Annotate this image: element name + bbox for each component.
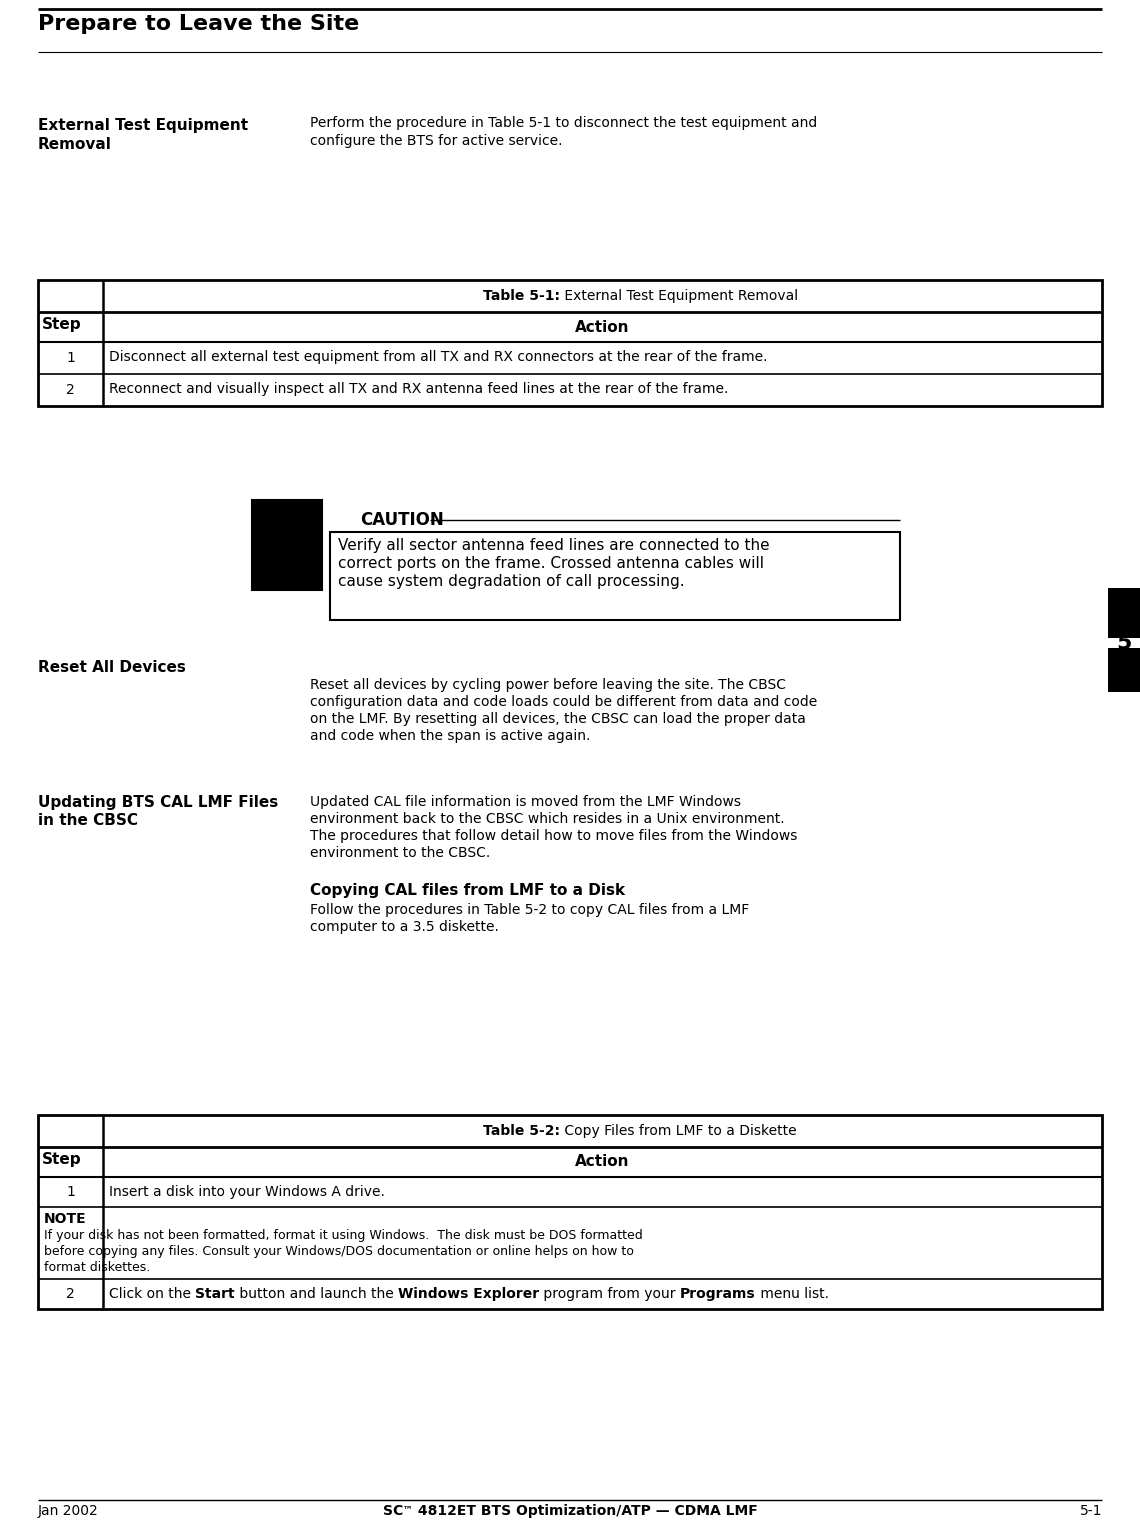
Text: Step: Step — [42, 317, 82, 333]
Text: configuration data and code loads could be different from data and code: configuration data and code loads could … — [310, 694, 817, 708]
Text: computer to a 3.5 diskette.: computer to a 3.5 diskette. — [310, 920, 499, 934]
Bar — [38, 281, 1102, 406]
Text: If your disk has not been formatted, format it using Windows.  The disk must be : If your disk has not been formatted, for… — [44, 1229, 643, 1242]
Text: NOTE: NOTE — [44, 1213, 87, 1226]
Text: environment to the CBSC.: environment to the CBSC. — [310, 846, 490, 860]
Text: Perform the procedure in Table 5-1 to disconnect the test equipment and: Perform the procedure in Table 5-1 to di… — [310, 117, 817, 130]
Text: External Test Equipment Removal: External Test Equipment Removal — [560, 290, 798, 304]
Text: 1: 1 — [66, 351, 75, 365]
Text: Removal: Removal — [38, 136, 112, 152]
Text: correct ports on the frame. Crossed antenna cables will: correct ports on the frame. Crossed ante… — [337, 556, 764, 570]
Bar — [1108, 589, 1140, 638]
Text: format diskettes.: format diskettes. — [44, 1262, 150, 1274]
Text: menu list.: menu list. — [756, 1288, 829, 1302]
Text: cause system degradation of call processing.: cause system degradation of call process… — [337, 573, 685, 589]
Text: Prepare to Leave the Site: Prepare to Leave the Site — [38, 14, 359, 34]
Text: Jan 2002: Jan 2002 — [38, 1504, 99, 1518]
Bar — [1108, 648, 1140, 691]
Text: 2: 2 — [66, 1288, 75, 1302]
Polygon shape — [262, 954, 312, 1026]
Text: configure the BTS for active service.: configure the BTS for active service. — [310, 133, 562, 149]
Bar — [38, 1114, 1102, 1309]
Text: Step: Step — [42, 1151, 82, 1167]
Text: in the CBSC: in the CBSC — [38, 812, 138, 828]
Text: and code when the span is active again.: and code when the span is active again. — [310, 730, 591, 744]
Text: 4812ET BTS Optimization/ATP — CDMA LMF: 4812ET BTS Optimization/ATP — CDMA LMF — [413, 1504, 757, 1518]
Text: Action: Action — [576, 319, 629, 334]
Text: 1: 1 — [66, 1185, 75, 1199]
Text: Click on the: Click on the — [109, 1288, 195, 1302]
Bar — [252, 500, 321, 590]
Text: Reconnect and visually inspect all TX and RX antenna feed lines at the rear of t: Reconnect and visually inspect all TX an… — [109, 382, 728, 396]
Bar — [329, 532, 899, 619]
Text: Start: Start — [195, 1288, 235, 1302]
Text: !: ! — [282, 543, 293, 567]
Text: Reset All Devices: Reset All Devices — [38, 661, 186, 675]
Text: Table 5-2:: Table 5-2: — [483, 1124, 560, 1137]
Text: button and launch the: button and launch the — [235, 1288, 398, 1302]
Text: on the LMF. By resetting all devices, the CBSC can load the proper data: on the LMF. By resetting all devices, th… — [310, 711, 806, 727]
Text: program from your: program from your — [539, 1288, 681, 1302]
Text: Follow the procedures in Table 5-2 to copy CAL files from a LMF: Follow the procedures in Table 5-2 to co… — [310, 903, 749, 917]
Text: before copying any files. Consult your Windows/DOS documentation or online helps: before copying any files. Consult your W… — [44, 1245, 634, 1259]
Text: Action: Action — [576, 1154, 629, 1170]
Text: Updating BTS CAL LMF Files: Updating BTS CAL LMF Files — [38, 796, 278, 809]
Text: SC: SC — [383, 1504, 402, 1518]
Text: The procedures that follow detail how to move files from the Windows: The procedures that follow detail how to… — [310, 829, 797, 843]
Text: External Test Equipment: External Test Equipment — [38, 118, 249, 133]
Text: Updated CAL file information is moved from the LMF Windows: Updated CAL file information is moved fr… — [310, 796, 741, 809]
Text: Reset all devices by cycling power before leaving the site. The CBSC: Reset all devices by cycling power befor… — [310, 678, 785, 691]
Text: Copying CAL files from LMF to a Disk: Copying CAL files from LMF to a Disk — [310, 883, 625, 898]
Text: CAUTION: CAUTION — [360, 510, 443, 529]
Text: Disconnect all external test equipment from all TX and RX connectors at the rear: Disconnect all external test equipment f… — [109, 350, 767, 363]
Text: Windows Explorer: Windows Explorer — [398, 1288, 539, 1302]
Text: Copy Files from LMF to a Diskette: Copy Files from LMF to a Diskette — [560, 1124, 797, 1137]
Text: 5-1: 5-1 — [1080, 1504, 1102, 1518]
Text: 2: 2 — [66, 383, 75, 397]
Text: ™: ™ — [402, 1504, 413, 1515]
Text: Programs: Programs — [681, 1288, 756, 1302]
Text: environment back to the CBSC which resides in a Unix environment.: environment back to the CBSC which resid… — [310, 812, 784, 826]
Text: Verify all sector antenna feed lines are connected to the: Verify all sector antenna feed lines are… — [337, 538, 770, 553]
Text: 5: 5 — [1116, 633, 1132, 653]
Text: Insert a disk into your Windows A drive.: Insert a disk into your Windows A drive. — [109, 1185, 385, 1199]
Text: Table 5-1:: Table 5-1: — [483, 290, 560, 304]
